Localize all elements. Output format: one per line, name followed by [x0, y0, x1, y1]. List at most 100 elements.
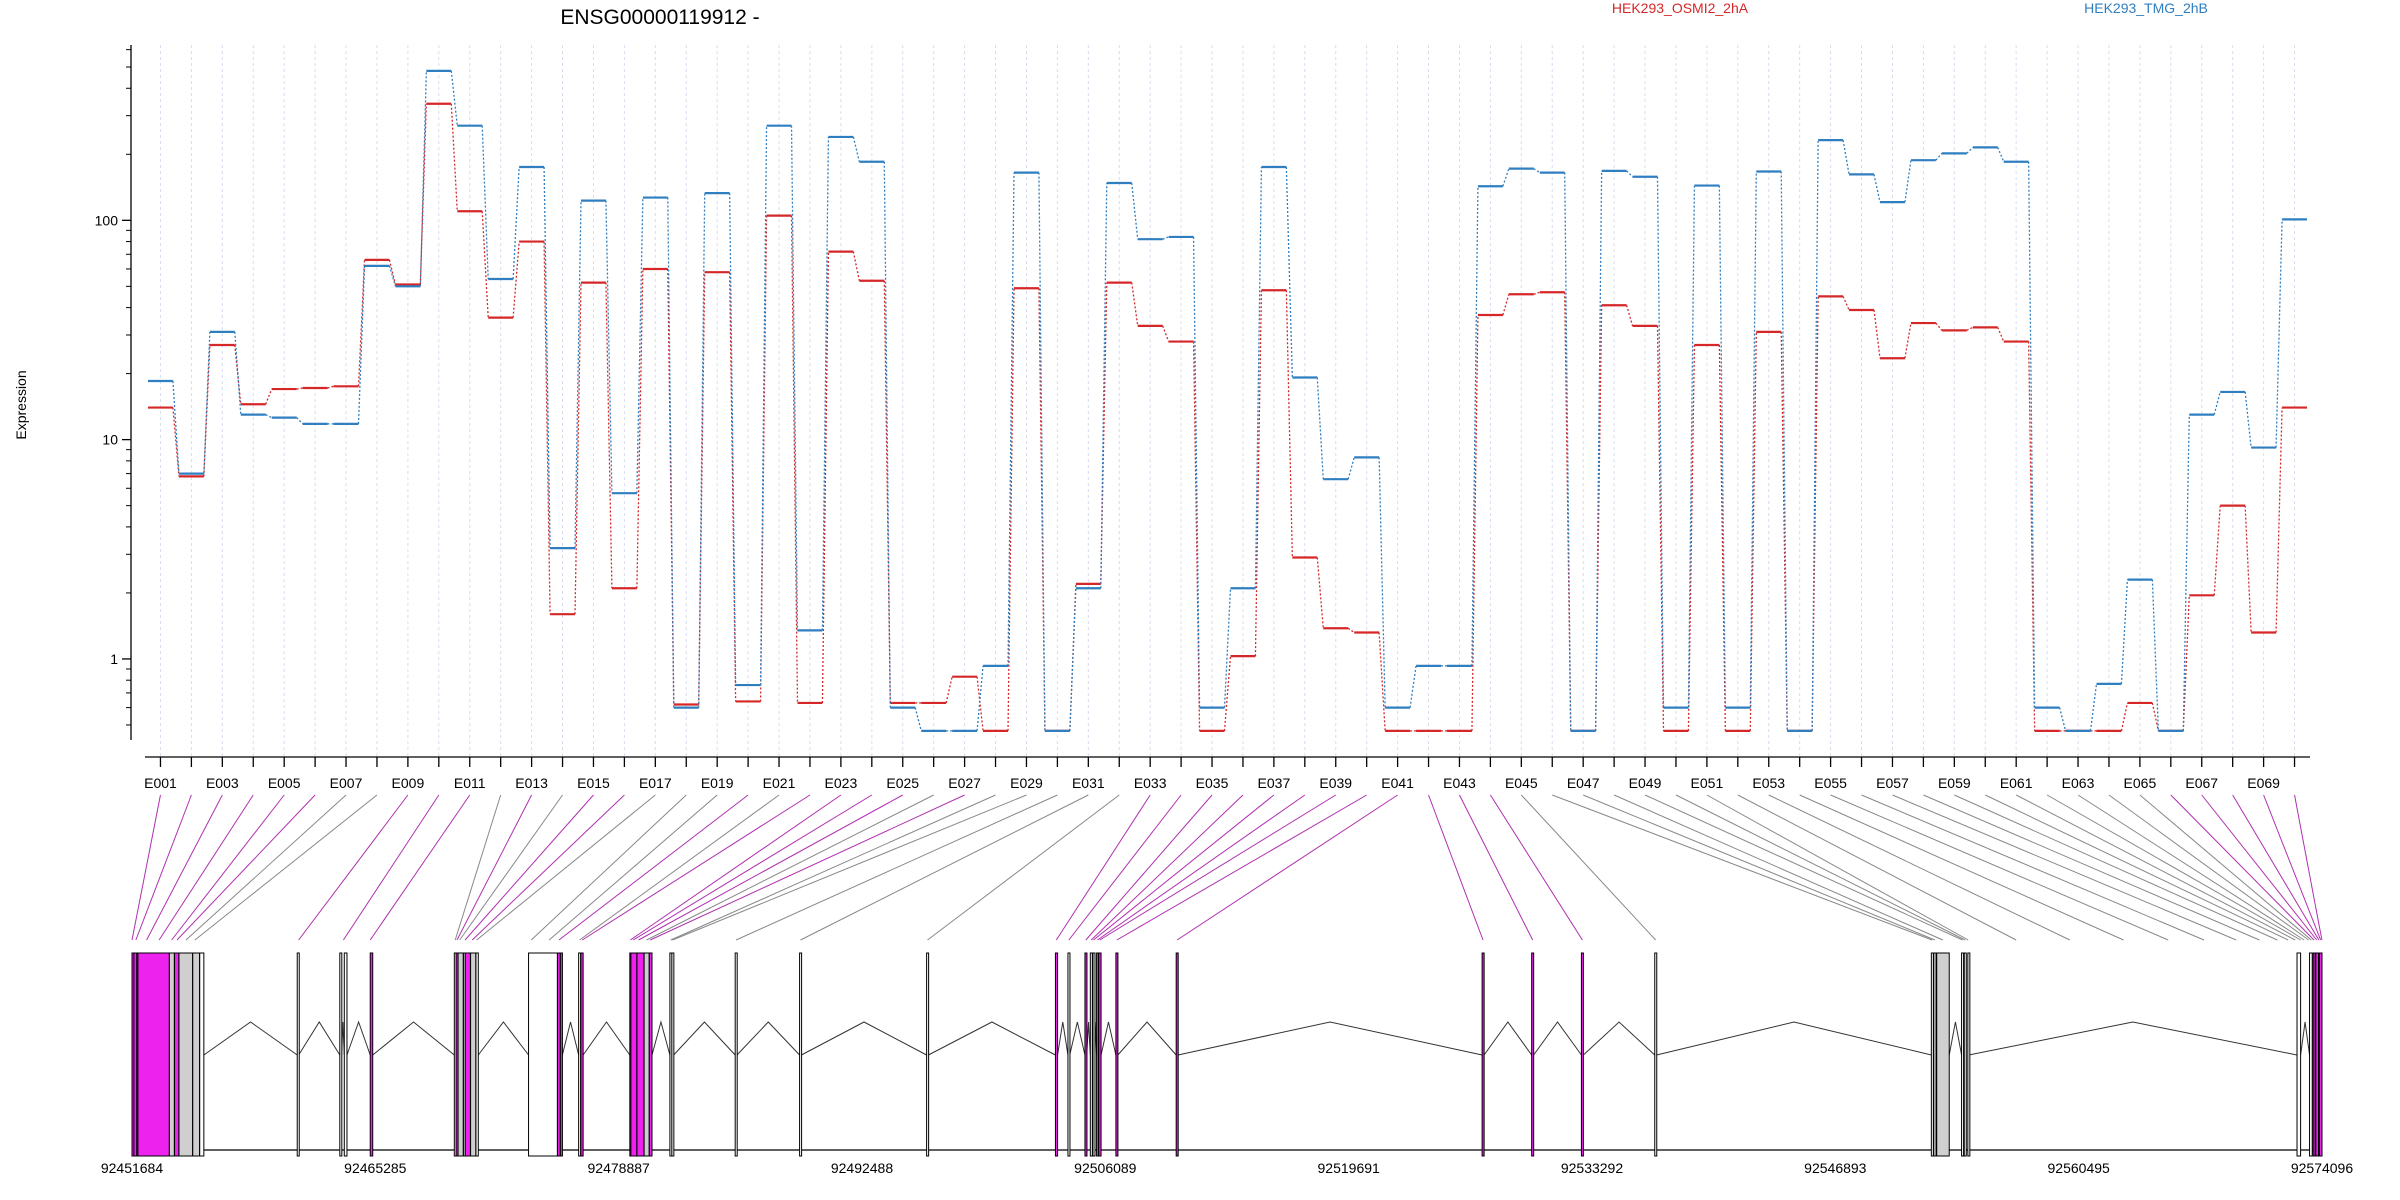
coordinate-label: 92465285: [344, 1160, 407, 1176]
exon-label: E003: [206, 775, 239, 791]
exon-box: [1963, 952, 1967, 1157]
exon-link: [1428, 794, 1484, 941]
exon-link: [2139, 794, 2312, 941]
exon-box: [457, 952, 464, 1157]
exon-link: [1830, 794, 2169, 941]
exon-label: E057: [1876, 775, 1909, 791]
exon-box: [2309, 952, 2313, 1157]
exon-link: [185, 794, 347, 941]
exon-link: [2046, 794, 2301, 941]
data-connector: [976, 665, 984, 731]
intron-line: [801, 1021, 927, 1056]
exon-box: [192, 952, 201, 1157]
exon-label: E047: [1567, 775, 1600, 791]
intron-line: [1968, 1021, 2298, 1056]
exon-box: [636, 952, 645, 1157]
series-HEK293_TMG_2hB: [148, 69, 2307, 732]
exon-link: [476, 794, 656, 941]
data-connector: [2027, 341, 2036, 731]
exon-box: [1089, 952, 1093, 1157]
data-connector: [605, 200, 613, 494]
data-connector: [1997, 327, 2005, 342]
exon-label: E055: [1814, 775, 1847, 791]
exon-box: [734, 952, 738, 1157]
data-connector: [1904, 160, 1912, 203]
data-connector: [1162, 236, 1169, 240]
data-connector: [1533, 291, 1540, 295]
exon-label: E043: [1443, 775, 1476, 791]
coordinate-label: 92492488: [831, 1160, 894, 1176]
data-connector: [883, 161, 891, 708]
data-connector: [2213, 391, 2221, 415]
data-connector: [1162, 325, 1170, 342]
exon-box: [1098, 952, 1102, 1157]
exon-box: [559, 952, 563, 1157]
exon-link: [1090, 794, 1244, 941]
intron-line: [1177, 1021, 1483, 1056]
exon-box: [1054, 952, 1059, 1157]
exon-link: [158, 794, 254, 941]
intron-line: [1057, 1021, 1069, 1056]
data-connector: [976, 676, 984, 731]
intron-line: [673, 1021, 736, 1056]
data-connector: [759, 125, 768, 686]
data-connector: [543, 241, 551, 615]
exon-link: [1985, 794, 2289, 941]
data-connector: [1100, 182, 1108, 589]
exon-link: [630, 794, 842, 941]
exon-box: [1967, 952, 1971, 1157]
data-connector: [1935, 322, 1943, 331]
exon-label: E051: [1691, 775, 1724, 791]
exon-box: [799, 952, 803, 1157]
data-connector: [1873, 309, 1881, 359]
legend-item-tmg: HEK293_TMG_2hB: [2084, 0, 2208, 16]
data-connector: [605, 282, 613, 589]
exon-box: [1580, 952, 1584, 1157]
data-connector: [296, 417, 304, 425]
intron-line: [1117, 1021, 1177, 1056]
data-connector: [2213, 505, 2221, 596]
exon-label: E059: [1938, 775, 1971, 791]
data-connector: [636, 268, 644, 589]
data-connector: [234, 344, 242, 405]
y-tick-label: 100: [95, 212, 119, 228]
intron-line: [651, 1020, 671, 1056]
exon-box: [1067, 952, 1071, 1157]
data-connector: [698, 272, 706, 705]
intron-line: [372, 1021, 455, 1056]
exon-link: [456, 794, 533, 941]
expression-series: [148, 69, 2307, 732]
coordinate-label: 92560495: [2048, 1160, 2111, 1176]
data-connector: [2244, 505, 2252, 633]
data-connector: [852, 136, 860, 162]
data-connector: [203, 344, 211, 477]
data-connector: [2275, 219, 2283, 448]
data-connector: [1594, 305, 1603, 731]
exon-label: E031: [1072, 775, 1105, 791]
exon-box: [178, 952, 194, 1157]
data-connector: [1223, 656, 1232, 731]
exon-box: [1084, 952, 1088, 1157]
exon-label: E039: [1319, 775, 1352, 791]
exon-link: [1892, 794, 2237, 941]
data-connector: [1656, 325, 1665, 731]
data-connector: [2275, 407, 2283, 633]
data-connector: [821, 136, 830, 631]
exon-label: E035: [1196, 775, 1229, 791]
data-connector: [450, 70, 458, 126]
data-connector: [1594, 170, 1603, 731]
data-connector: [481, 211, 489, 318]
exon-box: [648, 952, 653, 1157]
data-connector: [1873, 174, 1881, 203]
exon-label: E067: [2185, 775, 2218, 791]
exon-link: [298, 794, 409, 941]
exon-box: [369, 952, 374, 1157]
exon-link: [646, 794, 934, 941]
exon-box: [168, 952, 175, 1157]
exon-label: E029: [1010, 775, 1043, 791]
exon-link: [2294, 794, 2323, 941]
exon-box: [671, 952, 675, 1157]
data-connector: [1285, 166, 1294, 378]
exon-link: [638, 794, 903, 941]
exon-bin-labels: E001 E003 E005 E007 E009 E011 E013 E015 E017 E019…: [144, 775, 2280, 791]
